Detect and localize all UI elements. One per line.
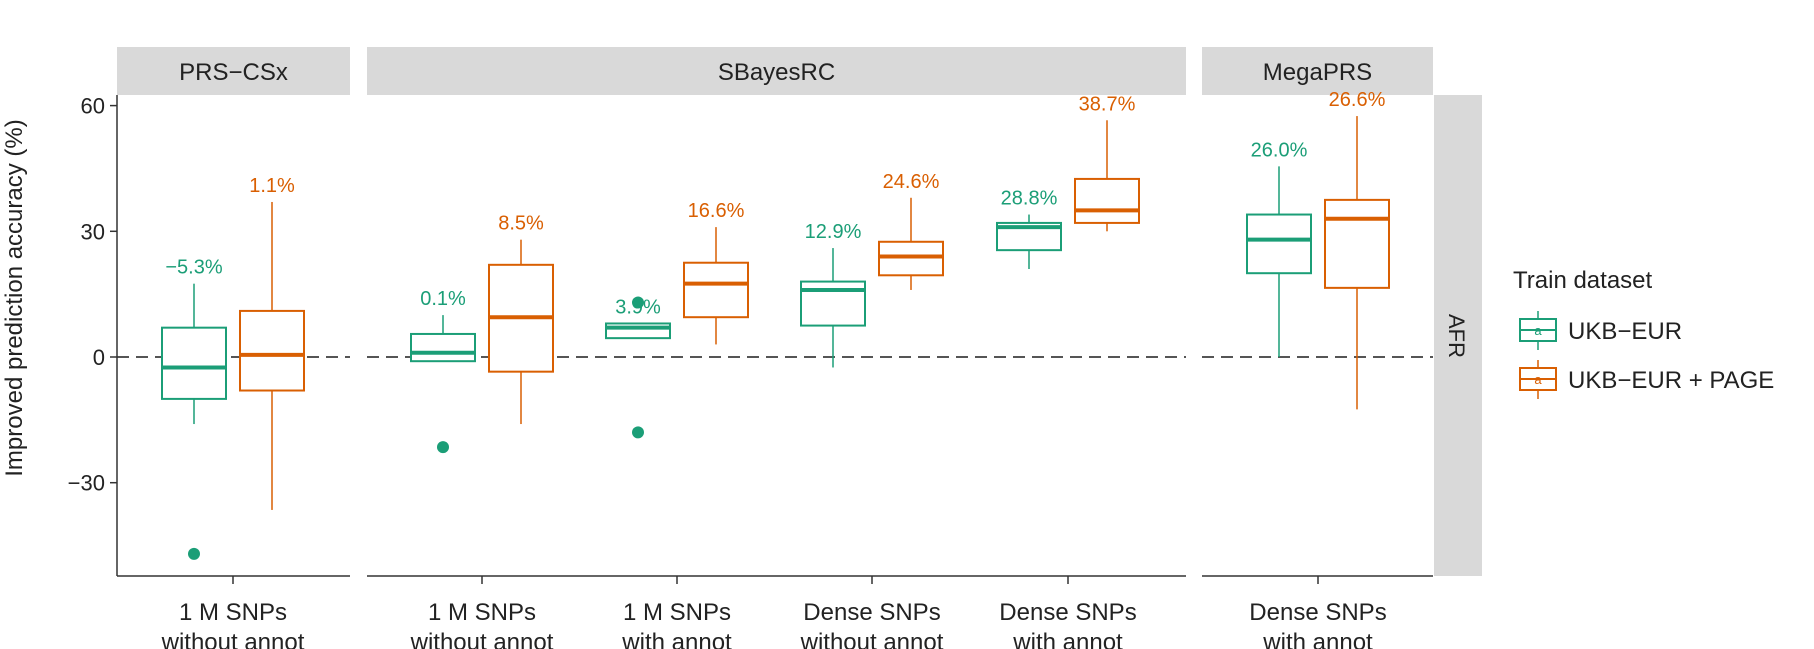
outlier-point <box>188 547 200 560</box>
y-tick-label: −30 <box>68 471 105 496</box>
x-tick-label: Dense SNPs <box>999 599 1136 626</box>
box-iqr <box>410 332 476 363</box>
box-iqr <box>161 326 227 400</box>
y-tick-label: 30 <box>81 219 105 244</box>
data-label: 26.6% <box>1329 89 1386 111</box>
box-ukb-eur-page: 26.6% <box>1324 89 1390 410</box>
box-ukb-eur: 12.9% <box>800 221 866 368</box>
x-tick-label: with annot <box>1012 629 1123 649</box>
row-strip: AFR <box>1434 95 1482 576</box>
box-ukb-eur-page: 8.5% <box>488 213 554 425</box>
panels-layer: PRS−CSx 60 30 0 −30 1 M SNPs without annot −5.3… <box>68 47 1433 649</box>
data-label: 12.9% <box>805 221 862 243</box>
y-tick-label: 60 <box>81 94 105 119</box>
legend-key-glyph: a <box>1534 323 1542 338</box>
x-tick-label: 1 M SNPs <box>179 599 287 626</box>
box-iqr <box>1074 177 1140 224</box>
box-ukb-eur: 3.9% <box>605 296 671 439</box>
box-ukb-eur-page: 24.6% <box>878 171 944 290</box>
legend-items: a UKB−EUR a UKB−EUR + PAGE <box>1519 311 1774 399</box>
box-ukb-eur: −5.3% <box>161 257 227 560</box>
data-label: 28.8% <box>1001 188 1058 210</box>
panel-strip-label: SBayesRC <box>718 59 835 86</box>
data-label: 8.5% <box>498 213 544 235</box>
panel-strip <box>367 47 1186 95</box>
panel-strip-label: MegaPRS <box>1263 59 1372 86</box>
box-iqr <box>1324 198 1390 289</box>
box-iqr <box>1246 213 1312 275</box>
panel-strip-label: PRS−CSx <box>179 59 288 86</box>
legend-label: UKB−EUR + PAGE <box>1568 367 1774 394</box>
outlier-point <box>437 441 449 454</box>
outlier-point <box>632 426 644 439</box>
legend-label: UKB−EUR <box>1568 318 1682 345</box>
box-iqr <box>878 240 944 277</box>
legend-item-0: a UKB−EUR <box>1519 311 1682 350</box>
data-label: 0.1% <box>420 288 466 310</box>
box-ukb-eur-page: 38.7% <box>1074 93 1140 232</box>
legend-title: Train dataset <box>1513 267 1653 294</box>
box-ukb-eur-page: 16.6% <box>683 200 749 345</box>
legend-item-1: a UKB−EUR + PAGE <box>1519 360 1774 399</box>
x-tick-label: 1 M SNPs <box>623 599 731 626</box>
x-tick-label: 1 M SNPs <box>428 599 536 626</box>
box-iqr <box>683 261 749 319</box>
y-tick-label: 0 <box>93 345 105 370</box>
outlier-point <box>632 296 644 309</box>
panel-0: PRS−CSx 60 30 0 −30 1 M SNPs without annot −5.3… <box>68 47 350 649</box>
x-tick-label: without annot <box>800 629 944 649</box>
data-label: 1.1% <box>249 175 295 197</box>
data-label: 3.9% <box>615 296 661 318</box>
data-label: 24.6% <box>883 171 940 193</box>
legend-key-glyph: a <box>1534 372 1542 387</box>
box-ukb-eur: 26.0% <box>1246 139 1312 357</box>
y-axis-label: Improved prediction accuracy (%) <box>1 119 28 476</box>
box-ukb-eur: 28.8% <box>996 188 1062 270</box>
panel-1: SBayesRC 1 M SNPs without annot 0.1% 8.5% 1 M… <box>367 47 1186 649</box>
box-ukb-eur: 0.1% <box>410 288 476 454</box>
x-tick-label: Dense SNPs <box>803 599 940 626</box>
data-label: −5.3% <box>165 257 222 279</box>
box-iqr <box>239 309 305 392</box>
x-tick-label: without annot <box>410 629 554 649</box>
x-tick-label: with annot <box>1262 629 1373 649</box>
box-ukb-eur-page: 1.1% <box>239 175 305 510</box>
row-strip-label: AFR <box>1444 314 1469 358</box>
data-label: 26.0% <box>1251 139 1308 161</box>
panel-2: MegaPRS Dense SNPs with annot 26.0% 26.6% <box>1202 47 1433 649</box>
x-tick-label: without annot <box>161 629 305 649</box>
data-label: 16.6% <box>688 200 745 222</box>
data-label: 38.7% <box>1079 93 1136 115</box>
x-tick-label: Dense SNPs <box>1249 599 1386 626</box>
panel-strip <box>1202 47 1433 95</box>
panel-strip <box>117 47 350 95</box>
legend: Train dataset a UKB−EUR a UKB−EUR + PAGE <box>1513 267 1774 399</box>
x-tick-label: with annot <box>621 629 732 649</box>
